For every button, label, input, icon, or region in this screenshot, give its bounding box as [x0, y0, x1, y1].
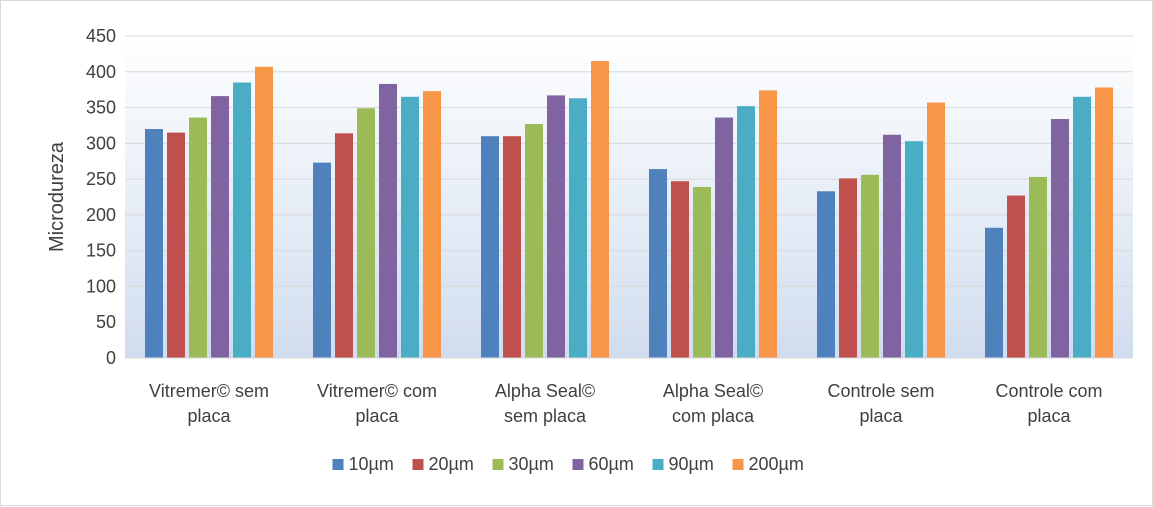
legend-label: 90µm [669, 454, 714, 474]
bar [817, 191, 835, 358]
bar [189, 117, 207, 358]
x-axis-categories: Vitremer© sem placa Vitremer© com placa Alph… [149, 381, 1103, 426]
bar [1073, 96, 1091, 359]
y-tick-label: 0 [106, 348, 116, 368]
bar [1007, 195, 1025, 358]
y-axis-title: Microdureza [46, 141, 68, 252]
bar [591, 61, 609, 359]
bar [649, 169, 667, 358]
y-tick-label: 300 [86, 133, 116, 153]
bar [737, 106, 755, 358]
x-category-label: Alpha Seal© [663, 381, 763, 401]
x-category-label: placa [1027, 406, 1071, 426]
x-category-label: Vitremer© com [317, 381, 437, 401]
legend-swatch [412, 459, 424, 470]
legend-label: 10µm [349, 454, 394, 474]
y-tick-label: 350 [86, 98, 116, 118]
y-tick-label: 450 [86, 26, 116, 46]
bar [211, 96, 229, 359]
bar [547, 95, 565, 358]
bar [503, 136, 521, 358]
bar [313, 162, 331, 358]
bar [883, 134, 901, 358]
x-category-label: sem placa [504, 406, 587, 426]
bar [1029, 176, 1047, 358]
x-category-label: placa [187, 406, 231, 426]
bar [1095, 87, 1113, 359]
bar [1051, 119, 1069, 358]
bar [423, 91, 441, 358]
bar [861, 174, 879, 358]
y-tick-label: 100 [86, 276, 116, 296]
bar [671, 181, 689, 358]
bar [481, 136, 499, 358]
bar [401, 96, 419, 359]
bar [525, 124, 543, 358]
bar [357, 108, 375, 358]
bar [715, 117, 733, 358]
x-category-label: Alpha Seal© [495, 381, 595, 401]
bar [759, 90, 777, 358]
legend-swatch [572, 459, 584, 470]
x-category-label: Controle com [995, 381, 1102, 401]
gridlines [125, 35, 1133, 323]
x-category-label: placa [859, 406, 903, 426]
legend-label: 20µm [429, 454, 474, 474]
bar [379, 83, 397, 358]
legend: 10µm 20µm 30µm 60µm 90µm 200µm [332, 454, 804, 474]
y-tick-label: 200 [86, 205, 116, 225]
legend-swatch [492, 459, 504, 470]
bar [233, 82, 251, 358]
y-tick-label: 150 [86, 241, 116, 261]
bar [167, 132, 185, 358]
x-category-label: Controle sem [827, 381, 934, 401]
bar [927, 102, 945, 359]
legend-label: 30µm [509, 454, 554, 474]
bars [145, 61, 1113, 359]
bar [985, 227, 1003, 358]
x-category-label: placa [355, 406, 399, 426]
legend-label: 60µm [589, 454, 634, 474]
y-tick-label: 400 [86, 62, 116, 82]
x-category-label: com placa [672, 406, 755, 426]
bar [839, 178, 857, 358]
legend-swatch [732, 459, 744, 470]
plot-area [125, 36, 1133, 358]
legend-label: 200µm [749, 454, 804, 474]
bar [693, 186, 711, 358]
legend-swatch [652, 459, 664, 470]
bar [569, 98, 587, 359]
x-category-label: Vitremer© sem [149, 381, 269, 401]
bar [145, 129, 163, 358]
bar [905, 141, 923, 358]
bar [335, 133, 353, 358]
legend-swatch [332, 459, 344, 470]
y-tick-label: 250 [86, 169, 116, 189]
bar [255, 66, 273, 358]
y-tick-label: 50 [96, 312, 116, 332]
y-axis-ticks: 0 50 100 150 200 250 300 350 400 450 [86, 26, 116, 368]
